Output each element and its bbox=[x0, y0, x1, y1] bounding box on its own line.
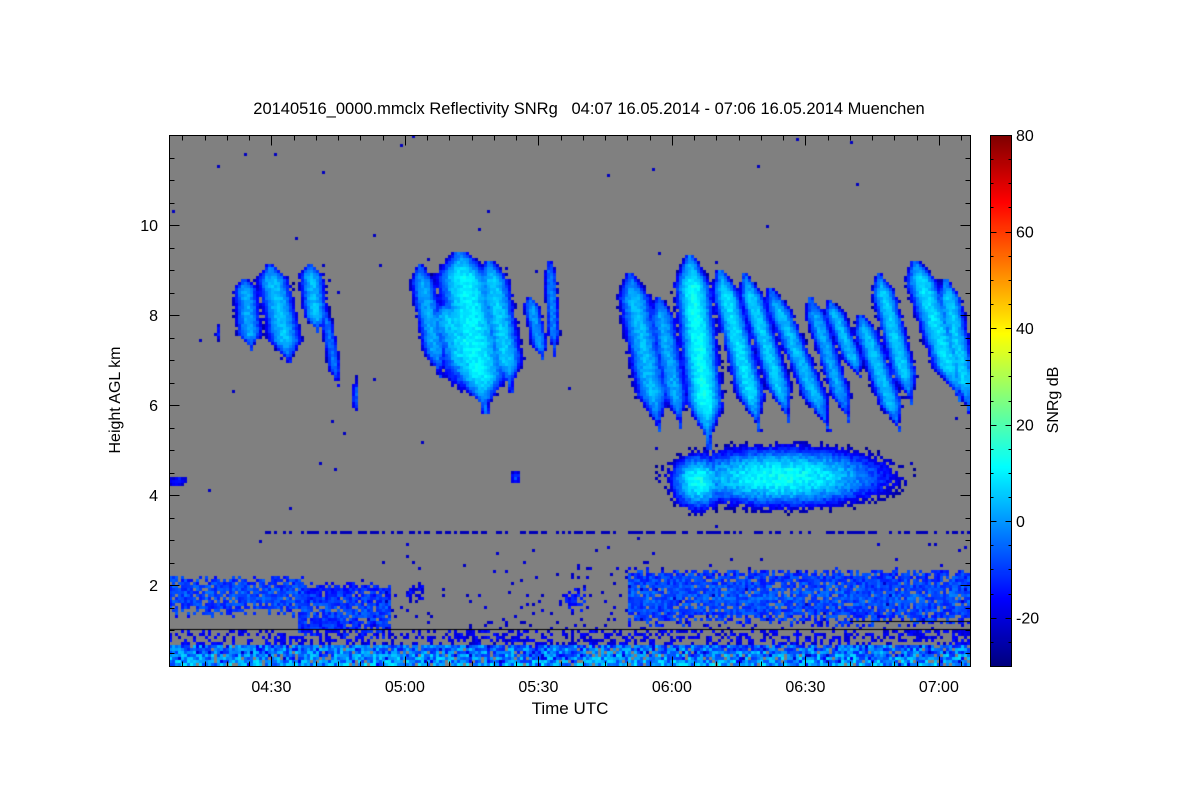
colorbar-tick-label: -20 bbox=[1016, 611, 1039, 628]
colorbar-frame bbox=[990, 135, 1012, 667]
y-tick-label: 6 bbox=[149, 398, 158, 415]
colorbar-tick-label: 60 bbox=[1016, 225, 1034, 242]
chart-title: 20140516_0000.mmclx Reflectivity SNRg 04… bbox=[253, 100, 924, 118]
x-tick-label: 07:00 bbox=[919, 679, 959, 696]
y-tick-label: 4 bbox=[149, 488, 158, 505]
x-axis-label: Time UTC bbox=[532, 699, 609, 718]
x-tick-label: 06:30 bbox=[785, 679, 825, 696]
x-tick-label: 05:00 bbox=[385, 679, 425, 696]
x-tick-label: 05:30 bbox=[518, 679, 558, 696]
colorbar-tick-label: 40 bbox=[1016, 321, 1034, 338]
colorbar-label: SNRg dB bbox=[1045, 367, 1062, 434]
colorbar-tick-label: 20 bbox=[1016, 418, 1034, 435]
y-tick-label: 8 bbox=[149, 308, 158, 325]
snr-heatmap bbox=[169, 135, 970, 666]
y-tick-label: 2 bbox=[149, 578, 158, 595]
x-tick-label: 06:00 bbox=[652, 679, 692, 696]
plot-frame bbox=[169, 135, 971, 667]
y-tick-label: 10 bbox=[140, 218, 158, 235]
colorbar-tick-label: 0 bbox=[1016, 514, 1025, 531]
colorbar-tick-label: 80 bbox=[1016, 128, 1034, 145]
y-axis-label: Height AGL km bbox=[107, 346, 124, 453]
colorbar-gradient bbox=[990, 135, 1011, 666]
x-tick-label: 04:30 bbox=[251, 679, 291, 696]
